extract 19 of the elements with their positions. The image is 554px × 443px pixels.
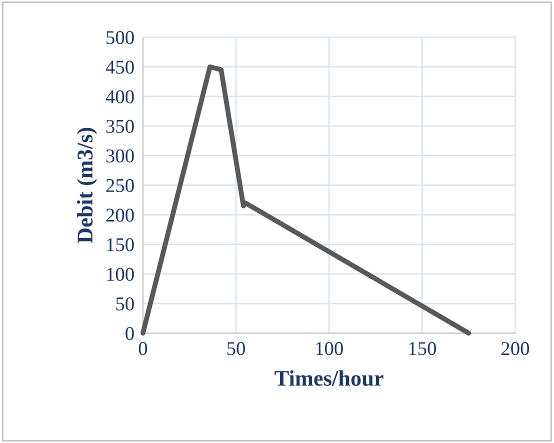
x-tick-label: 0 bbox=[138, 342, 148, 356]
y-tick-label: 50 bbox=[116, 297, 134, 310]
y-tick-label: 400 bbox=[106, 90, 134, 104]
x-axis-title: Times/hour bbox=[274, 370, 384, 386]
x-tick-label: 200 bbox=[501, 342, 530, 356]
x-tick-label: 150 bbox=[409, 342, 436, 356]
y-tick-label: 0 bbox=[126, 326, 134, 340]
y-tick-label: 200 bbox=[106, 208, 134, 222]
y-tick-label: 300 bbox=[106, 149, 134, 163]
y-tick-label: 350 bbox=[106, 120, 134, 133]
y-tick-label: 100 bbox=[107, 268, 134, 281]
y-tick-label: 500 bbox=[106, 31, 134, 44]
x-tick-label: 100 bbox=[316, 342, 343, 356]
x-tick-label: 50 bbox=[227, 342, 245, 356]
y-tick-label: 450 bbox=[106, 60, 134, 74]
y-tick-label: 250 bbox=[106, 178, 134, 192]
line-series bbox=[140, 64, 472, 336]
y-tick-label: 150 bbox=[107, 238, 134, 252]
y-axis-title: Debit (m3/s) bbox=[76, 128, 98, 244]
